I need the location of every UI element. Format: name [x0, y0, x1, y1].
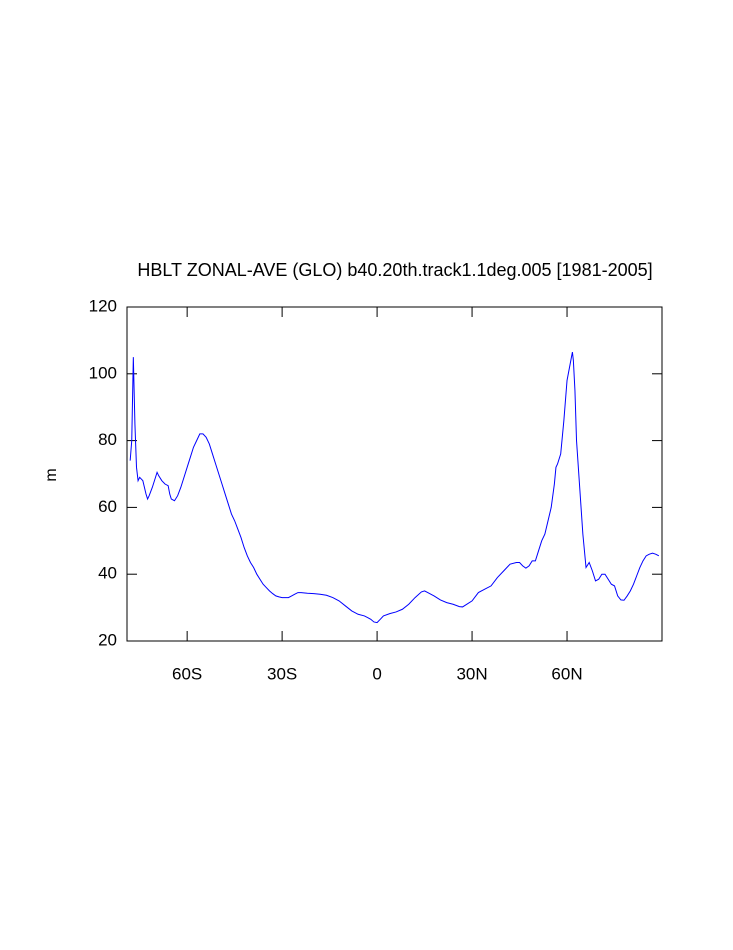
x-tick-label: 0: [372, 664, 381, 683]
x-tick-label: 30N: [456, 664, 487, 683]
x-tick-label: 30S: [267, 664, 297, 683]
y-tick-label: 20: [98, 630, 117, 649]
data-line: [129, 351, 660, 624]
y-tick-label: 80: [98, 430, 117, 449]
y-tick-label: 120: [89, 296, 117, 315]
y-tick-label: 100: [89, 363, 117, 382]
plot-frame: [126, 306, 663, 642]
x-tick-label: 60S: [172, 664, 202, 683]
x-tick-label: 60N: [551, 664, 582, 683]
y-axis-label: m: [43, 468, 60, 481]
y-tick-label: 40: [98, 564, 117, 583]
chart-title: HBLT ZONAL-AVE (GLO) b40.20th.track1.1de…: [137, 260, 652, 280]
y-tick-label: 60: [98, 497, 117, 516]
